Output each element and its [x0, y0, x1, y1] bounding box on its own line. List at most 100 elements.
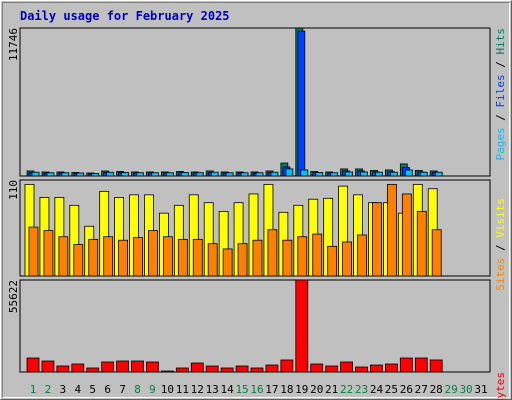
bar: [300, 169, 309, 177]
bar: [116, 360, 129, 373]
x-tick-label: 3: [60, 383, 67, 396]
x-tick-label: 6: [104, 383, 111, 396]
bar: [103, 236, 114, 277]
x-tick-label: 17: [265, 383, 278, 396]
x-tick-label: 23: [355, 383, 368, 396]
x-tick-label: 26: [400, 383, 413, 396]
y-tick-label: 11746: [7, 28, 20, 61]
bar: [270, 171, 279, 177]
bar: [195, 172, 204, 177]
chart-title: Daily usage for February 2025: [20, 9, 230, 23]
bar: [384, 363, 398, 373]
x-tick-label: 16: [250, 383, 263, 396]
bar: [267, 229, 278, 277]
bar: [180, 172, 189, 177]
bar: [41, 360, 55, 373]
bar: [177, 238, 188, 277]
legend-entry: Visits: [494, 198, 507, 238]
y-tick-label: 110: [7, 180, 20, 200]
x-tick-label: 27: [415, 383, 428, 396]
bar: [255, 172, 264, 177]
bar: [220, 367, 234, 373]
bar: [429, 359, 443, 373]
x-tick-label: 20: [310, 383, 323, 396]
bar: [160, 370, 174, 373]
bar: [73, 244, 84, 277]
bar: [252, 239, 263, 277]
bar: [237, 243, 248, 277]
bar: [265, 364, 279, 373]
bar: [148, 230, 158, 277]
bar: [58, 236, 69, 277]
x-tick-label: 4: [74, 383, 81, 396]
x-tick-label: 22: [340, 383, 353, 396]
bar: [250, 367, 264, 373]
bar: [419, 171, 428, 177]
x-tick-label: 28: [430, 383, 443, 396]
bar: [372, 202, 382, 277]
x-tick-label: 1: [30, 383, 37, 396]
bar: [404, 169, 413, 177]
x-tick-label: 11: [176, 383, 189, 396]
bar: [26, 357, 40, 373]
bar: [61, 172, 70, 177]
bar: [165, 172, 174, 177]
bar: [285, 168, 294, 177]
bar: [207, 243, 218, 277]
x-tick-label: 21: [325, 383, 338, 396]
bar: [162, 236, 173, 277]
bar: [297, 30, 306, 177]
bar: [360, 171, 368, 177]
bar: [106, 171, 115, 177]
bar: [133, 237, 143, 277]
legend: Pages / Files / Hits: [494, 28, 507, 161]
bar: [222, 248, 233, 277]
legend: Sites / Visits: [494, 198, 507, 291]
x-tick-label: 30: [459, 383, 472, 396]
bar: [86, 367, 100, 373]
x-tick-label: 15: [235, 383, 248, 396]
bar: [342, 241, 353, 277]
bar: [31, 171, 40, 177]
bar: [192, 238, 203, 277]
bar: [118, 239, 128, 277]
bar: [345, 171, 354, 177]
bar: [71, 363, 85, 373]
bar: [310, 363, 324, 373]
bar: [43, 230, 54, 277]
bar: [28, 226, 39, 277]
bar: [235, 365, 249, 373]
bar: [205, 365, 219, 373]
bar: [297, 236, 308, 277]
bar: [121, 172, 129, 177]
x-tick-label: 18: [280, 383, 293, 396]
bar: [46, 172, 55, 177]
legend: KBytes: [494, 372, 507, 400]
bar: [91, 173, 100, 177]
y-tick-label: 55622: [7, 280, 20, 313]
bar: [88, 238, 99, 277]
bar: [399, 357, 413, 373]
bar: [355, 366, 368, 373]
x-tick-label: 29: [445, 383, 458, 396]
bar: [315, 172, 324, 177]
bar: [56, 365, 70, 373]
bar: [431, 229, 442, 277]
x-tick-label: 7: [119, 383, 126, 396]
bar: [282, 239, 293, 277]
legend-separator: /: [494, 55, 507, 75]
bar: [340, 361, 354, 373]
bar: [434, 171, 443, 177]
x-tick-label: 5: [89, 383, 96, 396]
x-tick-label: 24: [370, 383, 384, 396]
panel: [19, 27, 491, 177]
bar: [240, 172, 249, 177]
legend-entry: KBytes: [494, 372, 507, 400]
bar: [146, 361, 159, 373]
bar: [416, 211, 427, 277]
x-tick-label: 10: [161, 383, 174, 396]
